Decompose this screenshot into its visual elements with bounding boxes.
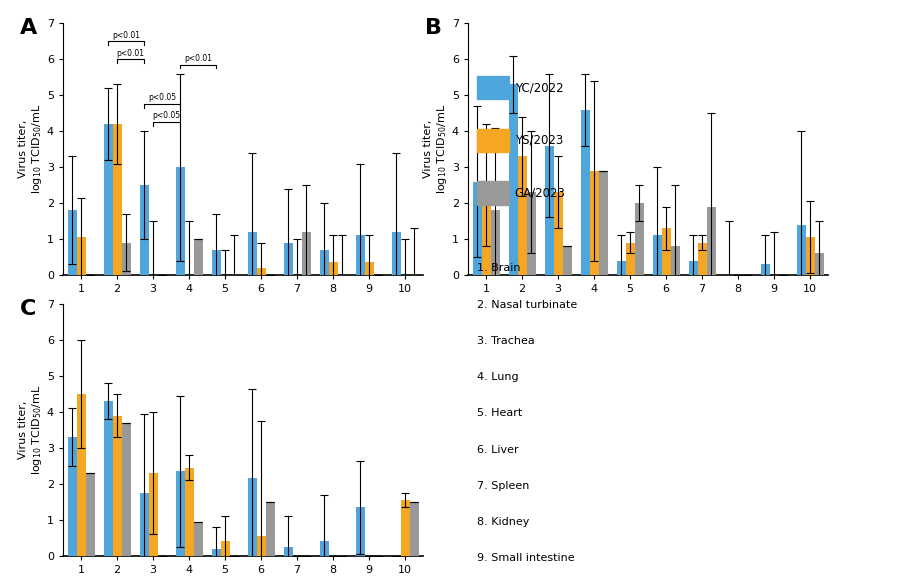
Bar [328, 262, 338, 275]
Text: p<0.05: p<0.05 [148, 94, 176, 102]
Bar [410, 502, 418, 556]
Text: 5. Heart: 5. Heart [477, 408, 522, 418]
Bar [634, 203, 644, 275]
Bar [364, 262, 373, 275]
Bar [698, 243, 706, 275]
Bar [284, 547, 292, 556]
Bar [814, 253, 824, 275]
Bar [472, 181, 482, 275]
Bar [554, 192, 562, 275]
Bar [760, 264, 770, 275]
Y-axis label: Virus titer,
log$_{10}$ TCID$_{50}$/mL: Virus titer, log$_{10}$ TCID$_{50}$/mL [18, 104, 44, 194]
Bar [508, 84, 518, 275]
Bar [662, 228, 670, 275]
Bar [482, 185, 490, 275]
Bar [670, 246, 680, 275]
Bar [248, 232, 256, 275]
Text: p<0.01: p<0.01 [116, 49, 145, 57]
Text: 3. Trachea: 3. Trachea [477, 336, 535, 346]
Bar [562, 246, 572, 275]
Bar [626, 243, 634, 275]
Bar [544, 146, 554, 275]
Bar [76, 238, 86, 275]
Bar [68, 437, 76, 556]
Bar [176, 167, 184, 275]
Text: A: A [20, 18, 37, 39]
Bar [320, 541, 328, 556]
Text: 6. Liver: 6. Liver [477, 445, 518, 455]
Text: 7. Spleen: 7. Spleen [477, 481, 529, 491]
Bar [616, 260, 625, 275]
Bar [400, 500, 410, 556]
Bar [356, 235, 364, 275]
Bar [184, 468, 194, 556]
Text: 1. Brain: 1. Brain [477, 263, 520, 273]
Bar [491, 210, 500, 275]
Bar [194, 239, 202, 275]
Bar [526, 192, 536, 275]
Bar [148, 473, 157, 556]
Text: p<0.05: p<0.05 [152, 111, 181, 121]
Bar [256, 536, 266, 556]
Bar [122, 243, 130, 275]
Bar [518, 156, 526, 275]
Bar [688, 260, 698, 275]
Bar [220, 541, 230, 556]
Bar [212, 549, 220, 556]
Bar [256, 268, 266, 275]
Bar [68, 210, 76, 275]
Bar [140, 185, 148, 275]
Bar [266, 502, 274, 556]
Bar [248, 479, 256, 556]
Bar [806, 238, 814, 275]
Bar [796, 225, 806, 275]
Bar [194, 522, 202, 556]
Text: C: C [20, 299, 36, 319]
Bar [212, 250, 220, 275]
Bar [112, 415, 122, 556]
Text: 2. Nasal turbinate: 2. Nasal turbinate [477, 300, 577, 309]
Text: YS/2023: YS/2023 [515, 134, 563, 147]
Bar [76, 394, 86, 556]
Bar [104, 124, 112, 275]
Bar [580, 109, 590, 275]
Bar [302, 232, 310, 275]
Bar [706, 207, 716, 275]
Bar [392, 232, 400, 275]
Bar [112, 124, 122, 275]
Bar [284, 243, 292, 275]
Text: 8. Kidney: 8. Kidney [477, 517, 529, 527]
Text: 4. Lung: 4. Lung [477, 372, 518, 382]
Text: B: B [425, 18, 442, 39]
Bar [104, 401, 112, 556]
Text: p<0.01: p<0.01 [112, 30, 140, 40]
Bar [176, 472, 184, 556]
Bar [652, 235, 662, 275]
Bar [86, 473, 94, 556]
Bar [356, 507, 364, 556]
Y-axis label: Virus titer,
log$_{10}$ TCID$_{50}$/mL: Virus titer, log$_{10}$ TCID$_{50}$/mL [18, 385, 44, 475]
Bar [122, 423, 130, 556]
Text: p<0.01: p<0.01 [184, 54, 212, 63]
Bar [320, 250, 328, 275]
Bar [140, 493, 148, 556]
Text: 9. Small intestine: 9. Small intestine [477, 553, 574, 563]
Bar [590, 171, 598, 275]
Text: YC/2022: YC/2022 [515, 81, 563, 94]
Text: GA/2023: GA/2023 [515, 187, 566, 199]
Bar [598, 171, 608, 275]
Y-axis label: Virus titer,
log$_{10}$ TCID$_{50}$/mL: Virus titer, log$_{10}$ TCID$_{50}$/mL [423, 104, 449, 194]
